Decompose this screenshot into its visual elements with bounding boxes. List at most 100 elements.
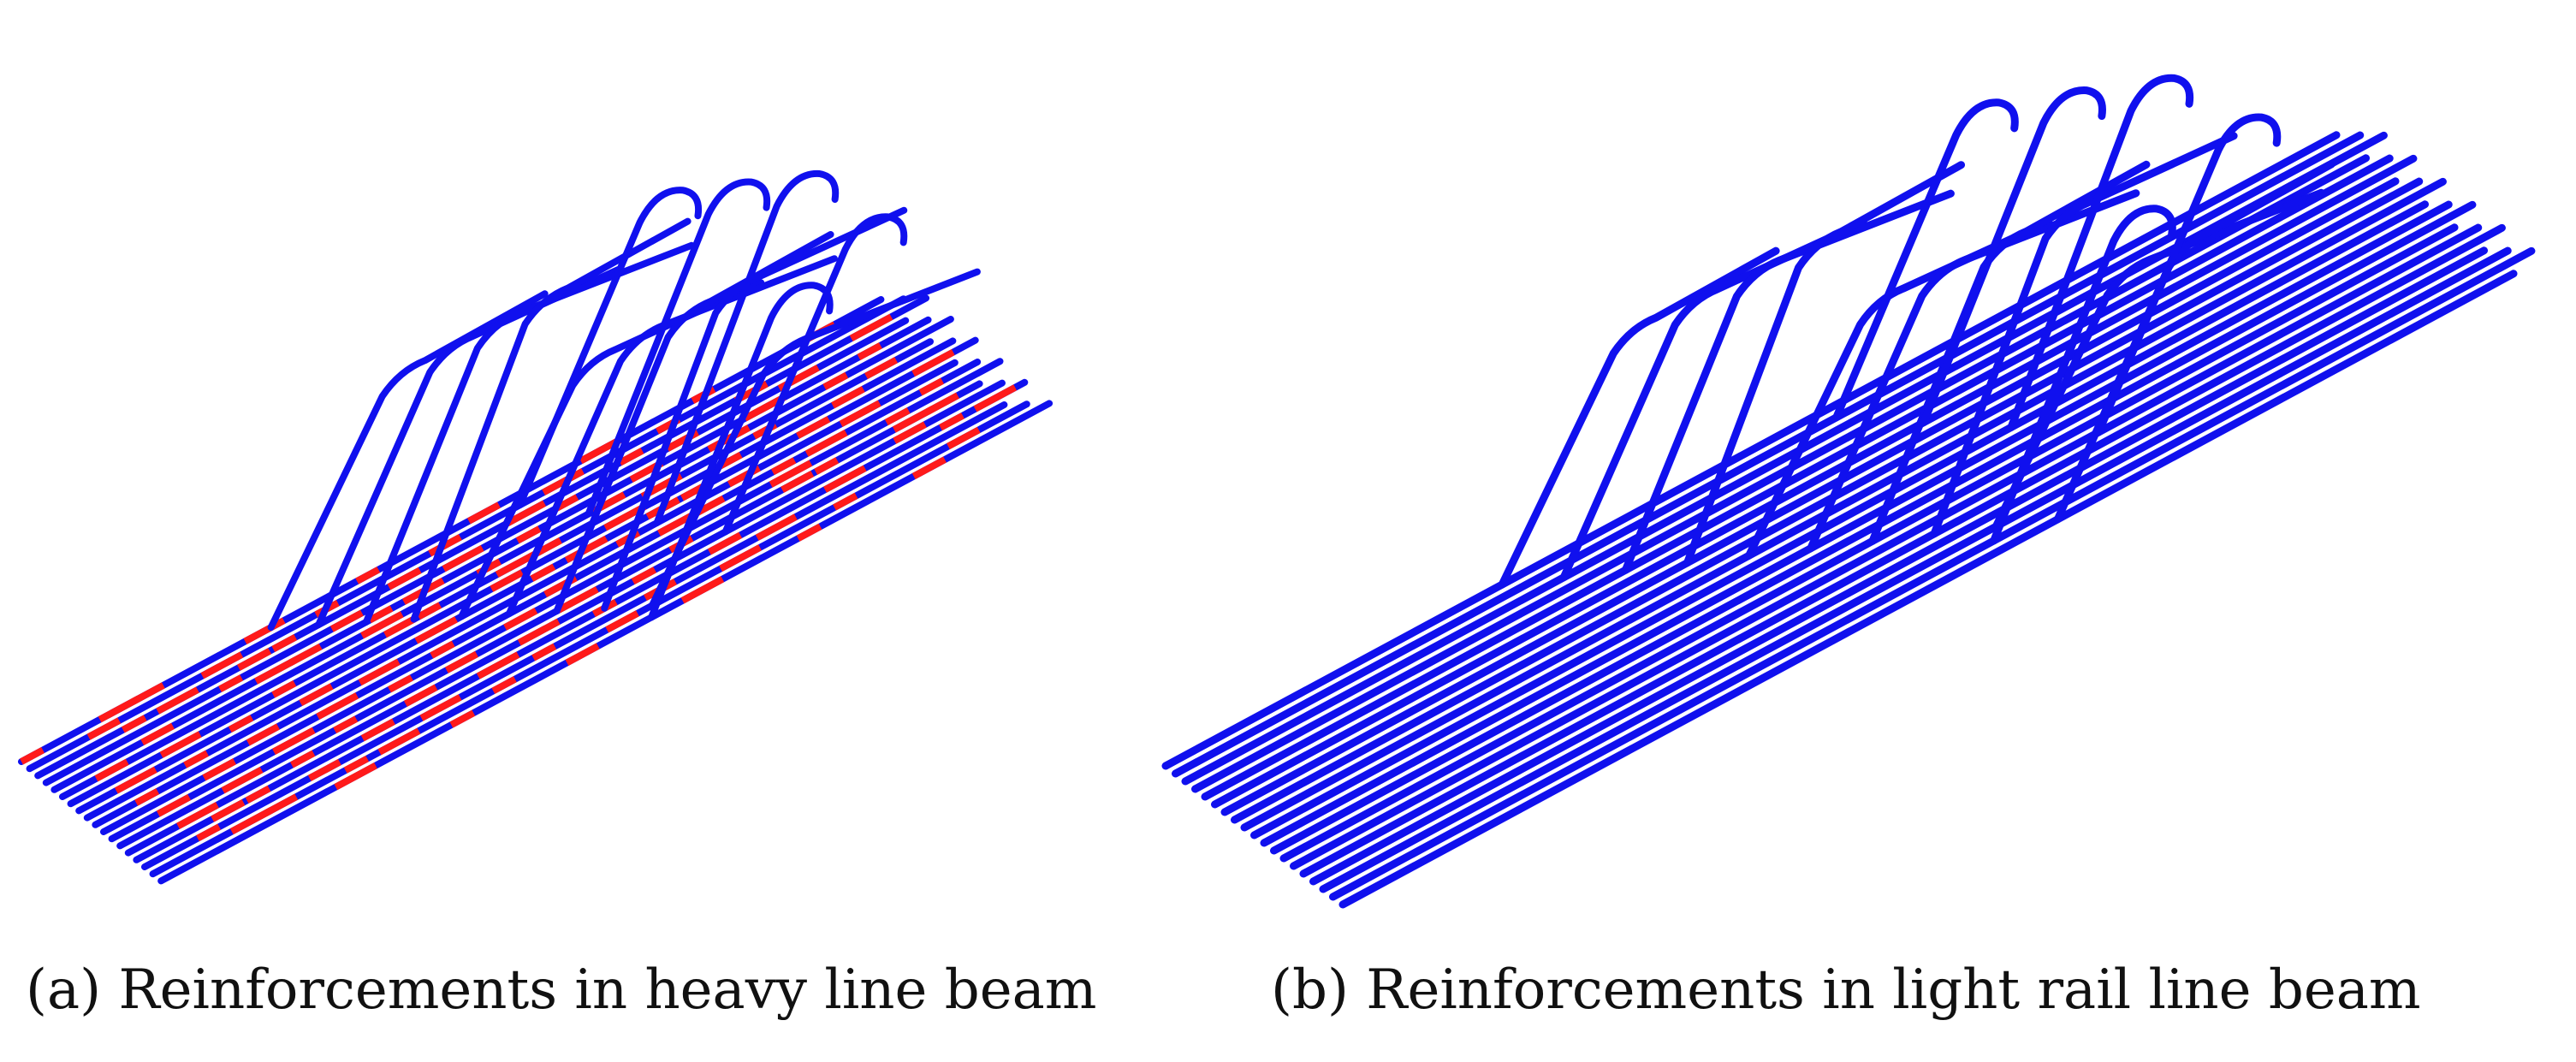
rebar-highlight-segment bbox=[419, 694, 462, 721]
rebar-highlight-segment bbox=[864, 357, 899, 380]
rebar-highlight-segment bbox=[911, 348, 955, 377]
rebar-highlight-segment bbox=[329, 609, 364, 632]
rebar-diagram-light-rail bbox=[1161, 74, 2536, 909]
rebar-hooked bbox=[1920, 86, 2106, 427]
rebar-hooked bbox=[1832, 98, 2019, 422]
rebar-bent-up bbox=[1621, 189, 1955, 574]
rebar-highlight-segment bbox=[707, 531, 743, 555]
rebar-highlight-segment bbox=[156, 793, 192, 817]
rebar-straight bbox=[1329, 246, 2536, 901]
rebar-highlight-segment bbox=[245, 785, 271, 804]
rebar-highlight-segment bbox=[719, 544, 762, 572]
rebar-highlight-segment bbox=[86, 717, 122, 740]
rebar-highlight-segment bbox=[564, 535, 608, 564]
rebar-straight bbox=[1338, 270, 2518, 909]
rebar-highlight-segment bbox=[140, 722, 175, 746]
rebar-hooked bbox=[585, 178, 771, 518]
rebar-bent-up bbox=[1559, 218, 1867, 582]
rebar-highlight-segment bbox=[334, 762, 377, 791]
rebar-highlight-segment bbox=[680, 576, 725, 604]
rebar-straight bbox=[1211, 154, 2418, 809]
rebar-straight bbox=[1309, 246, 2488, 886]
rebar-bent-up bbox=[1745, 217, 2053, 560]
rebar-bent-up bbox=[1807, 189, 2140, 553]
rebar-highlight-segment bbox=[202, 758, 237, 781]
rebar-hooked bbox=[721, 213, 908, 536]
rebar-highlight-segment bbox=[211, 799, 246, 822]
rebar-straight bbox=[1250, 200, 2429, 840]
caption-light-rail-line-beam: (b) Reinforcements in light rail line be… bbox=[1271, 958, 2421, 1022]
rebar-straight bbox=[26, 295, 907, 773]
rebar-highlight-segment bbox=[383, 615, 418, 638]
rebar-highlight-segment bbox=[781, 470, 815, 493]
rebar-highlight-segment bbox=[857, 342, 882, 360]
rebar-highlight-segment bbox=[360, 611, 404, 639]
rebar-highlight-segment bbox=[355, 567, 381, 584]
rebar-highlight-segment bbox=[290, 750, 316, 768]
rebar-straight bbox=[83, 336, 979, 822]
rebar-highlight-segment bbox=[377, 727, 421, 756]
rebar-highlight-segment bbox=[973, 384, 1018, 412]
rebar-highlight-segment bbox=[20, 746, 45, 765]
rebar-straight bbox=[124, 379, 1006, 857]
rebar-highlight-segment bbox=[444, 650, 478, 673]
rebar-highlight-segment bbox=[430, 640, 455, 659]
rebar-highlight-segment bbox=[134, 788, 160, 806]
rebar-highlight-segment bbox=[495, 550, 537, 578]
rebar-straight bbox=[1270, 200, 2477, 855]
rebar-highlight-segment bbox=[893, 421, 927, 444]
rebar-straight bbox=[18, 296, 885, 765]
rebar-highlight-segment bbox=[884, 407, 911, 426]
rebar-highlight-segment bbox=[333, 715, 359, 734]
rebar-straight bbox=[1161, 131, 2341, 770]
rebar-bent-up bbox=[553, 231, 834, 614]
rebar-hooked bbox=[2094, 113, 2282, 436]
rebar-highlight-segment bbox=[911, 456, 947, 480]
rebar-bent-up bbox=[410, 217, 691, 623]
rebar-straight bbox=[157, 400, 1054, 885]
rebar-highlight-segment bbox=[360, 718, 395, 742]
rebar-highlight-segment bbox=[531, 643, 557, 662]
rebar-straight bbox=[92, 359, 959, 828]
rebar-highlight-segment bbox=[387, 567, 422, 590]
rebar-highlight-segment bbox=[272, 727, 316, 755]
rebar-highlight-segment bbox=[631, 567, 657, 585]
rebar-bent-up bbox=[1498, 246, 1780, 589]
rebar-highlight-segment bbox=[804, 430, 848, 457]
rebar-highlight-segment bbox=[403, 684, 438, 707]
rebar-highlight-segment bbox=[358, 658, 401, 686]
panel-heavy-line-beam: (a) Reinforcements in heavy line beam bbox=[0, 0, 1284, 1062]
rebar-straight bbox=[1172, 131, 2365, 778]
rebar-highlight-segment bbox=[343, 755, 370, 774]
rebar-highlight-segment bbox=[229, 807, 273, 835]
rebar-straight bbox=[1220, 177, 2400, 816]
caption-heavy-line-beam: (a) Reinforcements in heavy line beam bbox=[26, 958, 1097, 1022]
rebar-hooked bbox=[648, 282, 834, 621]
rebar-bent-up bbox=[267, 290, 549, 632]
rebar-highlight-segment bbox=[159, 731, 202, 758]
rebar-highlight-segment bbox=[605, 610, 639, 633]
rebar-straight bbox=[1201, 154, 2394, 801]
rebar-highlight-segment bbox=[246, 723, 280, 746]
rebar-straight bbox=[59, 316, 954, 800]
rebar-highlight-segment bbox=[176, 802, 219, 829]
rebar-highlight-segment bbox=[556, 586, 599, 614]
rebar-straight bbox=[1191, 154, 2370, 793]
rebar-straight bbox=[1290, 223, 2483, 870]
rebar-highlight-segment bbox=[755, 513, 798, 541]
rebar-highlight-segment bbox=[769, 460, 813, 488]
rebar-highlight-segment bbox=[121, 715, 147, 733]
rebar-bent-up bbox=[362, 241, 695, 626]
rebar-highlight-segment bbox=[849, 313, 893, 341]
rebar-straight bbox=[141, 401, 1008, 870]
rebar-highlight-segment bbox=[796, 523, 822, 542]
rebar-highlight-segment bbox=[770, 457, 797, 476]
rebar-diagram-heavy bbox=[18, 169, 1054, 885]
rebar-highlight-segment bbox=[542, 468, 585, 495]
rebar-hooked bbox=[516, 187, 703, 509]
rebar-straight bbox=[1231, 177, 2424, 824]
rebar-highlight-segment bbox=[565, 643, 600, 666]
rebar-highlight-segment bbox=[307, 758, 341, 781]
rebar-highlight-segment bbox=[833, 492, 858, 511]
rebar-highlight-segment bbox=[491, 676, 517, 694]
